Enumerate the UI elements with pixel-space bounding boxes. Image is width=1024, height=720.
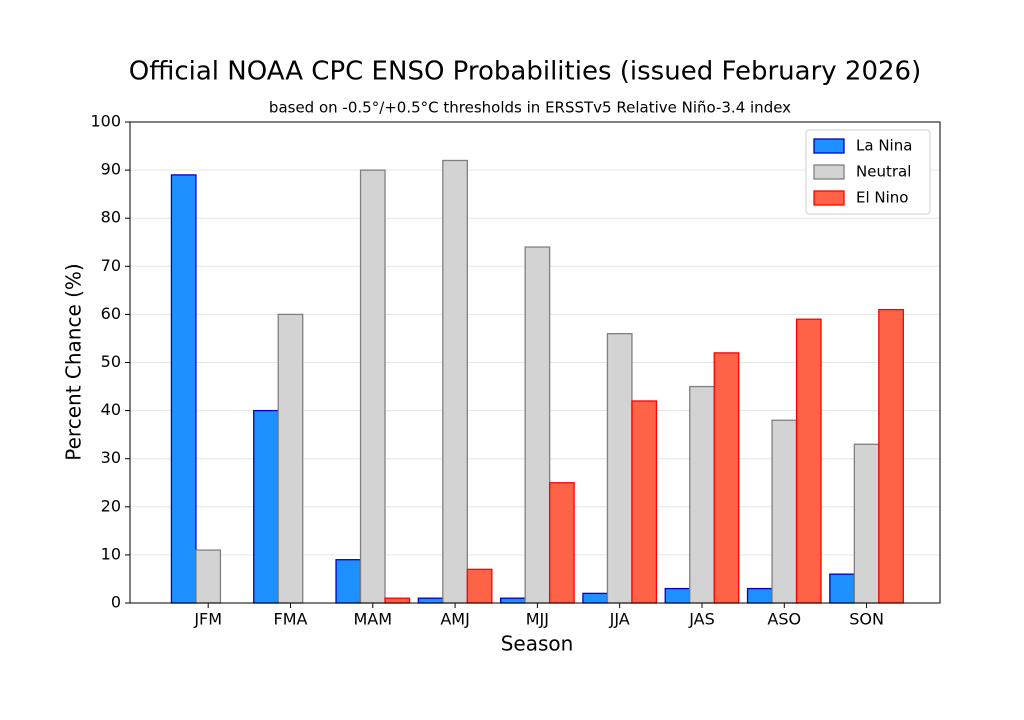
bar bbox=[524, 246, 551, 604]
bar bbox=[606, 332, 633, 604]
bar bbox=[384, 597, 411, 604]
plot-frame bbox=[129, 121, 941, 604]
legend-swatch bbox=[813, 164, 845, 180]
y-tick-label: 20 bbox=[101, 496, 121, 515]
bar bbox=[277, 313, 304, 604]
x-tick-label: FMA bbox=[274, 610, 308, 629]
x-tick-label: JAS bbox=[688, 610, 715, 629]
bar bbox=[499, 597, 526, 604]
bar bbox=[195, 549, 222, 604]
bar bbox=[795, 318, 822, 604]
x-tick-label: JFM bbox=[193, 610, 222, 629]
x-tick-label: JJA bbox=[609, 610, 630, 629]
chart-title: Official NOAA CPC ENSO Probabilities (is… bbox=[129, 57, 922, 87]
bar bbox=[548, 482, 575, 604]
chart-subtitle: based on -0.5°/+0.5°C thresholds in ERSS… bbox=[269, 99, 791, 117]
x-axis-label: Season bbox=[501, 632, 574, 656]
x-tick-label: MAM bbox=[354, 610, 393, 629]
bar bbox=[664, 587, 691, 604]
bar bbox=[582, 592, 609, 604]
x-tick-label: MJJ bbox=[526, 610, 549, 629]
bar bbox=[335, 559, 362, 604]
bar bbox=[771, 419, 798, 604]
bar bbox=[170, 174, 197, 604]
bar bbox=[878, 308, 904, 604]
legend-label: La Nina bbox=[856, 137, 912, 155]
y-tick-label: 100 bbox=[90, 112, 121, 131]
x-tick-label: SON bbox=[849, 610, 884, 629]
y-tick-label: 80 bbox=[101, 208, 121, 227]
bar bbox=[417, 597, 444, 604]
bar bbox=[253, 409, 279, 604]
y-tick-label: 30 bbox=[101, 448, 121, 467]
bar bbox=[746, 587, 773, 604]
y-tick-label: 40 bbox=[101, 400, 121, 419]
bar bbox=[631, 400, 658, 604]
x-tick-label: ASO bbox=[767, 610, 801, 629]
y-tick-label: 0 bbox=[111, 593, 121, 612]
bar bbox=[442, 159, 468, 604]
bar bbox=[359, 169, 386, 604]
legend: La Nina Neutral El Nino bbox=[805, 129, 931, 215]
legend-swatch bbox=[813, 190, 845, 206]
y-tick-label: 90 bbox=[101, 160, 121, 179]
legend-label: El Nino bbox=[856, 189, 909, 207]
y-tick-label: 50 bbox=[101, 352, 121, 371]
legend-label: Neutral bbox=[856, 163, 911, 181]
bar bbox=[689, 385, 715, 604]
x-tick-label: AMJ bbox=[440, 610, 469, 629]
bar bbox=[853, 443, 880, 604]
y-tick-label: 70 bbox=[101, 256, 121, 275]
bar bbox=[829, 573, 855, 604]
legend-swatch bbox=[813, 138, 845, 154]
bar bbox=[466, 568, 493, 604]
y-tick-label: 10 bbox=[101, 544, 121, 563]
bar bbox=[713, 352, 740, 604]
y-axis-label: Percent Chance (%) bbox=[62, 263, 86, 460]
y-tick-label: 60 bbox=[101, 304, 121, 323]
